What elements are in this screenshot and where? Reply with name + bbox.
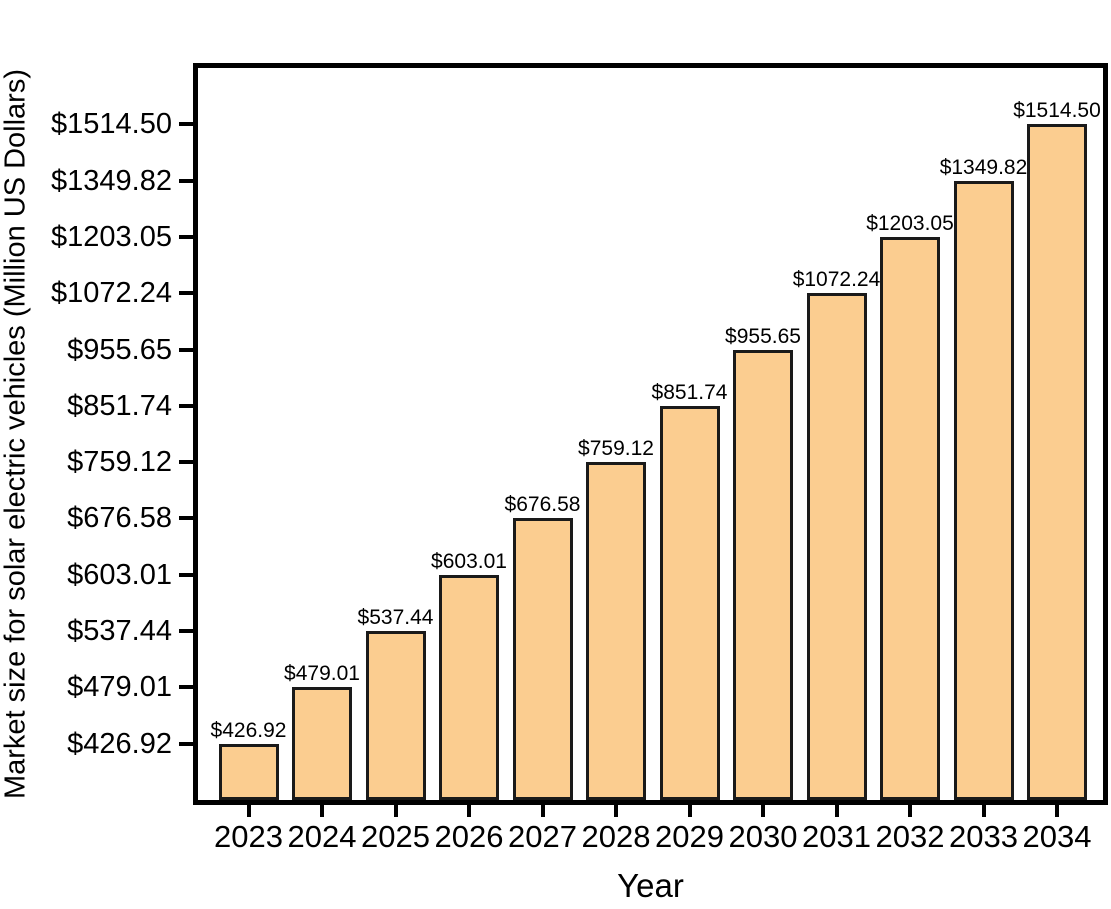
- bar: [292, 687, 352, 800]
- bar: [880, 236, 940, 800]
- y-tick-mark: [179, 572, 193, 577]
- bar: [953, 180, 1014, 800]
- bar-value-label: $1349.82: [939, 155, 1028, 179]
- bar-value-label: $603.01: [431, 549, 507, 573]
- x-tick-label: 2030: [728, 819, 798, 854]
- y-tick-mark: [179, 291, 193, 296]
- x-tick-mark: [834, 805, 839, 817]
- y-tick-mark: [179, 122, 193, 127]
- bar-value-label: $426.92: [210, 718, 287, 742]
- y-tick-label: $676.58: [67, 502, 172, 535]
- bar: [512, 518, 573, 800]
- bar-value-label: $537.44: [357, 606, 434, 630]
- x-tick-mark: [320, 805, 324, 817]
- y-tick-mark: [179, 741, 193, 746]
- x-tick-label: 2024: [287, 819, 357, 854]
- bar-value-label: $955.65: [725, 324, 801, 348]
- y-tick-label: $603.01: [67, 558, 172, 591]
- bar: [439, 574, 499, 800]
- bar: [586, 462, 646, 800]
- bar: [806, 293, 867, 800]
- x-tick-label: 2026: [434, 819, 504, 854]
- bar: [733, 349, 793, 800]
- y-tick-label: $955.65: [67, 333, 172, 366]
- bar-value-label: $1203.05: [866, 211, 954, 235]
- x-tick-label: 2025: [361, 819, 430, 854]
- bar-value-label: $676.58: [504, 493, 581, 517]
- x-tick-mark: [761, 805, 765, 817]
- y-tick-label: $537.44: [67, 615, 172, 648]
- y-tick-label: $1072.24: [51, 277, 172, 310]
- x-tick-label: 2033: [949, 819, 1018, 854]
- x-tick-mark: [393, 805, 398, 817]
- y-tick-label: $479.01: [67, 671, 172, 704]
- bar: [218, 743, 279, 800]
- x-axis-label: Year: [617, 867, 684, 904]
- x-tick-mark: [908, 805, 912, 817]
- y-tick-mark: [179, 685, 193, 690]
- x-tick-mark: [467, 805, 471, 817]
- y-tick-mark: [179, 516, 193, 521]
- bar: [1027, 124, 1087, 800]
- y-tick-label: $426.92: [67, 727, 172, 760]
- y-tick-label: $1203.05: [51, 220, 172, 253]
- y-tick-label: $1349.82: [51, 164, 172, 197]
- x-tick-label: 2032: [875, 819, 945, 854]
- x-tick-mark: [1055, 805, 1059, 817]
- x-tick-label: 2023: [214, 819, 283, 854]
- y-tick-mark: [179, 234, 193, 239]
- bar-value-label: $759.12: [578, 437, 654, 461]
- x-tick-mark: [981, 805, 986, 817]
- bar-value-label: $851.74: [651, 380, 728, 404]
- x-tick-label: 2031: [802, 819, 871, 854]
- bar: [365, 631, 426, 800]
- bar-value-label: $1072.24: [792, 268, 881, 292]
- x-tick-mark: [614, 805, 618, 817]
- x-tick-label: 2034: [1022, 819, 1092, 854]
- bar-value-label: $1514.50: [1013, 99, 1101, 123]
- y-tick-label: $1514.50: [51, 108, 172, 141]
- y-tick-mark: [179, 460, 193, 465]
- x-tick-label: 2029: [655, 819, 724, 854]
- y-tick-mark: [179, 403, 193, 408]
- bar: [659, 405, 720, 800]
- x-tick-mark: [687, 805, 692, 817]
- x-tick-label: 2027: [508, 819, 577, 854]
- x-tick-mark: [246, 805, 251, 817]
- y-tick-label: $851.74: [67, 389, 172, 422]
- bar-value-label: $479.01: [284, 662, 360, 686]
- y-tick-mark: [179, 629, 193, 634]
- y-tick-mark: [179, 178, 193, 183]
- x-tick-mark: [540, 805, 545, 817]
- y-tick-mark: [179, 347, 193, 352]
- x-tick-label: 2028: [581, 819, 651, 854]
- y-tick-label: $759.12: [67, 446, 172, 479]
